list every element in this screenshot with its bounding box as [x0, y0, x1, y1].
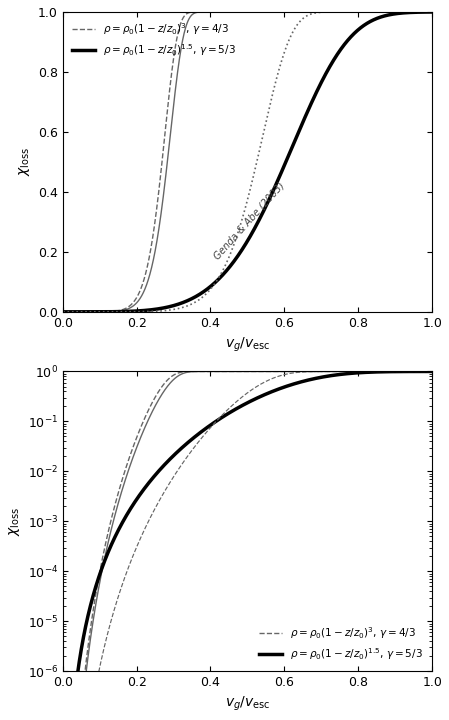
- X-axis label: $v_g/v_{\rm esc}$: $v_g/v_{\rm esc}$: [224, 695, 270, 713]
- X-axis label: $v_g/v_{\rm esc}$: $v_g/v_{\rm esc}$: [224, 336, 270, 354]
- Y-axis label: $\chi_{\rm loss}$: $\chi_{\rm loss}$: [7, 507, 22, 536]
- Legend: $\rho=\rho_0(1-z/z_0)^3$, $\gamma=4/3$, $\rho=\rho_0(1-z/z_0)^{1.5}$, $\gamma=5/: $\rho=\rho_0(1-z/z_0)^3$, $\gamma=4/3$, …: [68, 17, 240, 63]
- Text: Genda & Abe (2003): Genda & Abe (2003): [212, 180, 287, 261]
- Legend: $\rho=\rho_0(1-z/z_0)^3$, $\gamma=4/3$, $\rho=\rho_0(1-z/z_0)^{1.5}$, $\gamma=5/: $\rho=\rho_0(1-z/z_0)^3$, $\gamma=4/3$, …: [255, 621, 427, 666]
- Y-axis label: $\chi_{\rm loss}$: $\chi_{\rm loss}$: [18, 148, 32, 176]
